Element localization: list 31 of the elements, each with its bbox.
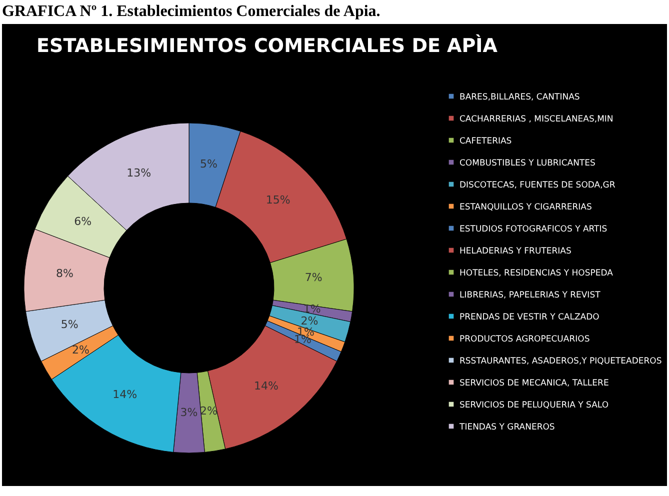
- text: GRAFICA Nº 1. Establecimientos Comerciales de Apia.: [2, 3, 380, 20]
- data-label: 13%: [126, 166, 152, 180]
- legend-label: ESTUDIOS FOTOGRAFICOS Y ARTIS: [460, 224, 608, 234]
- data-label: 8%: [56, 267, 74, 280]
- legend-label: HOTELES, RESIDENCIAS Y HOSPEDA: [460, 268, 614, 278]
- legend-label: BARES,BILLARES, CANTINAS: [460, 92, 580, 102]
- data-label: 14%: [254, 379, 278, 392]
- legend-label: SERVICIOS DE MECANICA, TALLERE: [460, 378, 609, 388]
- data-label: 2%: [72, 344, 90, 356]
- legend-label: LIBRERIAS, PAPELERIAS Y REVIST: [460, 290, 602, 300]
- data-label: 6%: [74, 215, 92, 228]
- legend-label: PRODUCTOS AGROPECUARIOS: [460, 334, 590, 344]
- data-label: 7%: [304, 271, 322, 284]
- data-label: 5%: [60, 318, 78, 332]
- chart-title: ESTABLESIMIENTOS COMERCIALES DE APÌA: [36, 34, 498, 57]
- data-label: 2%: [300, 314, 318, 328]
- legend-label: CAFETERIAS: [460, 136, 512, 146]
- legend-label: COMBUSTIBLES Y LUBRICANTES: [460, 158, 596, 168]
- legend-label: CACHARRERIAS , MISCELANEAS,MIN: [460, 114, 614, 124]
- legend-label: PRENDAS DE VESTIR Y CALZADO: [460, 312, 600, 322]
- data-label: 14%: [112, 388, 138, 402]
- legend-label: DISCOTECAS, FUENTES DE SODA,GR: [460, 180, 616, 190]
- data-label: 3%: [180, 406, 198, 419]
- data-label: 15%: [266, 193, 290, 206]
- legend-label: ESTANQUILLOS Y CIGARRERIAS: [460, 202, 592, 212]
- data-label: 1%: [303, 302, 321, 316]
- legend-label: RSSTAURANTES, ASADEROS,Y PIQUETEADEROS: [460, 356, 662, 366]
- legend-label: TIENDAS Y GRANEROS: [458, 422, 555, 432]
- legend-label: HELADERIAS Y FRUTERIAS: [460, 246, 572, 256]
- legend-label: SERVICIOS DE PELUQUERIA Y SALO: [460, 400, 609, 410]
- data-label: 5%: [200, 158, 218, 171]
